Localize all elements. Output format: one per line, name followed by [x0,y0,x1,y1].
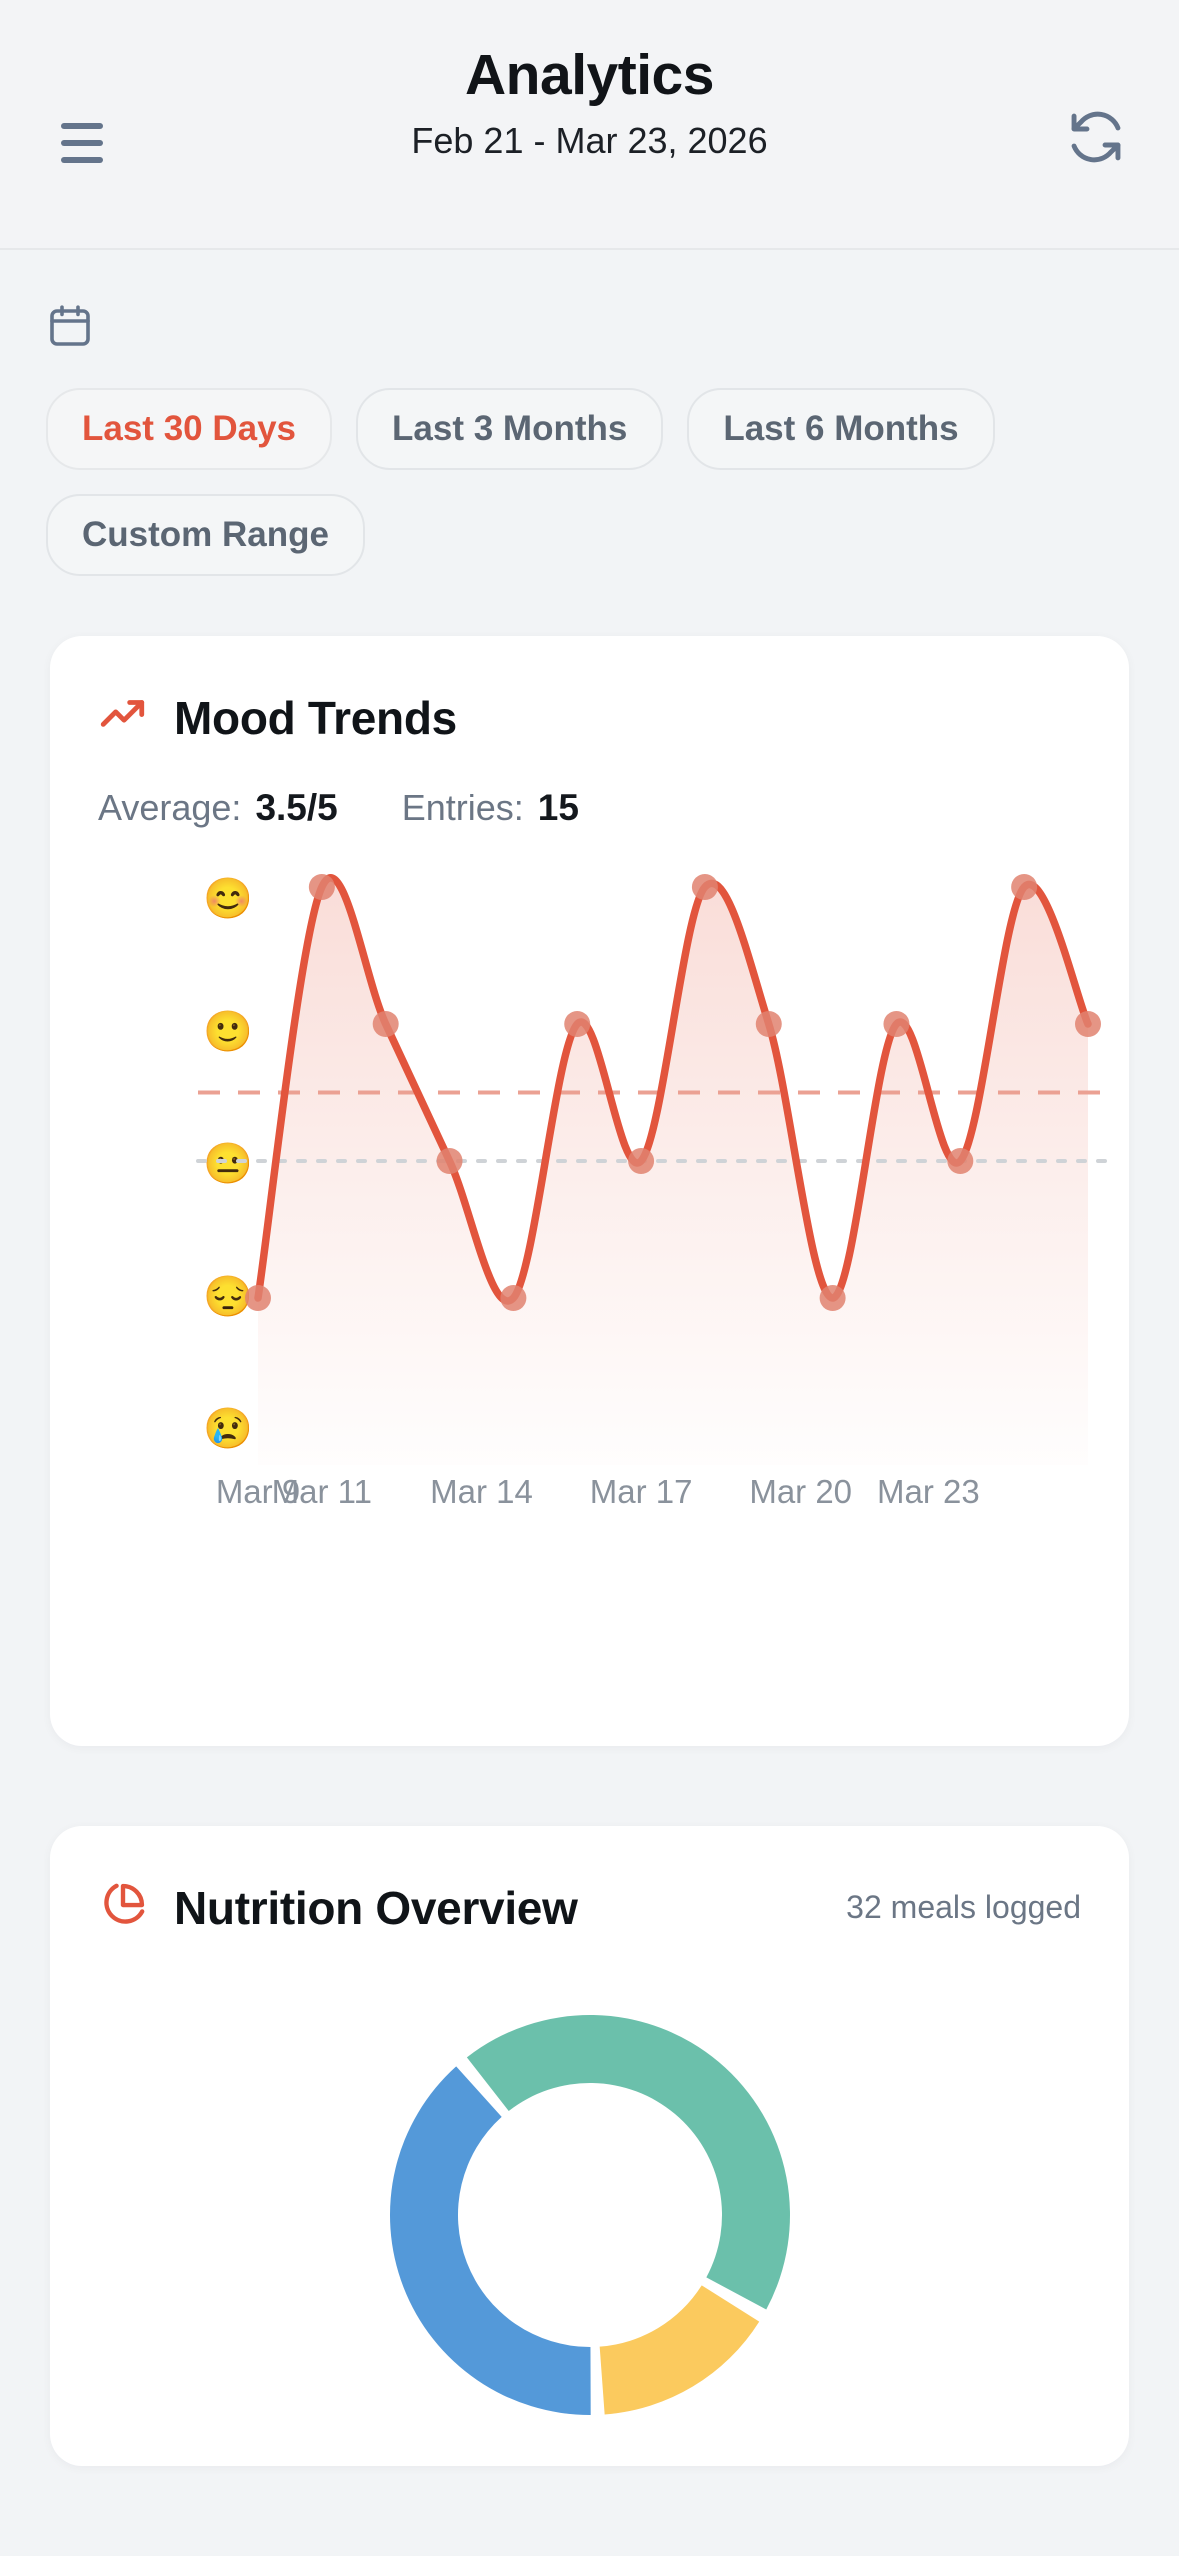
mood-data-point[interactable] [691,874,718,900]
pie-chart-icon [98,1880,148,1935]
mood-area-fill [258,877,1088,1465]
nutrition-overview-card: Nutrition Overview 32 meals logged [50,1826,1129,2466]
donut-segment[interactable] [466,2015,790,2310]
mood-card-title: Mood Trends [174,691,457,744]
meals-logged-label: 32 meals logged [846,1889,1081,1925]
entries-label: Entries: [401,787,524,828]
mood-line-chart: 😊 🙂 😐 😔 😢 [50,865,1129,1510]
x-axis-tick-label: Mar 23 [877,1473,980,1510]
donut-segment[interactable] [599,2285,759,2415]
mood-stats-row: Average: 3.5/5 Entries: 15 [50,787,1129,829]
hamburger-menu-icon[interactable] [46,107,118,179]
mood-data-point[interactable] [883,1011,910,1037]
mood-data-point[interactable] [500,1285,527,1311]
app-header: Analytics Feb 21 - Mar 23, 2026 [0,0,1179,250]
mood-data-point[interactable] [1011,874,1038,900]
trending-up-icon [98,690,148,745]
y-tick-emoji-4: 🙂 [203,1009,253,1054]
date-range-label: Feb 21 - Mar 23, 2026 [411,119,768,161]
mood-trends-card: Mood Trends Average: 3.5/5 Entries: 15 😊… [50,636,1129,1746]
x-axis-tick-label: Mar 14 [430,1473,533,1510]
menu-bar-2 [61,140,103,146]
mood-chart-svg [196,874,1108,1465]
mood-data-point[interactable] [755,1011,782,1037]
mood-data-point[interactable] [308,874,335,900]
mood-card-header: Mood Trends [50,690,1129,745]
y-tick-emoji-2: 😔 [203,1274,253,1319]
mood-data-point[interactable] [628,1148,655,1174]
menu-bar-3 [61,157,103,163]
donut-segment[interactable] [389,2066,591,2416]
mood-data-point[interactable] [245,1285,271,1311]
header-titles: Analytics Feb 21 - Mar 23, 2026 [0,43,1179,162]
x-axis-tick-label: Mar 20 [749,1473,853,1510]
y-tick-emoji-3: 😐 [203,1142,253,1186]
refresh-icon[interactable] [1059,100,1133,174]
nutrition-donut-svg [389,2015,790,2416]
mood-data-point[interactable] [947,1148,974,1174]
mood-data-points [245,874,1101,1311]
mood-y-axis-labels: 😊 🙂 😐 😔 😢 [198,879,258,1449]
mood-data-point[interactable] [1075,1011,1101,1037]
nutrition-donut-chart [50,2005,1129,2435]
chip-custom-range[interactable]: Custom Range [46,494,365,576]
menu-bar-1 [61,123,103,129]
mood-data-point[interactable] [564,1011,591,1037]
chip-last-3-months[interactable]: Last 3 Months [356,388,664,470]
x-axis-tick-label: Mar 11 [271,1473,372,1510]
entries-value: 15 [537,787,579,828]
mood-x-axis-labels: Mar 9 Mar 11 Mar 14 Mar 17 Mar 20 Mar 23 [50,1473,1129,1525]
calendar-icon[interactable] [46,302,94,350]
x-axis-tick-label: Mar 9 [215,1473,301,1510]
x-axis-tick-label: Mar 17 [589,1473,693,1510]
nutrition-card-header: Nutrition Overview 32 meals logged [50,1880,1129,1935]
average-value: 3.5/5 [255,787,338,828]
range-chip-group: Last 30 Days Last 3 Months Last 6 Months… [46,388,1133,576]
mood-data-point[interactable] [372,1011,399,1037]
chip-last-30-days[interactable]: Last 30 Days [46,388,333,470]
mood-data-point[interactable] [436,1148,463,1174]
date-filter-section: Last 30 Days Last 3 Months Last 6 Months… [0,250,1179,576]
chip-last-6-months[interactable]: Last 6 Months [687,388,995,470]
y-tick-emoji-1: 😢 [203,1407,253,1451]
page-title: Analytics [465,43,714,107]
mood-data-point[interactable] [819,1285,846,1311]
average-label: Average: [98,787,242,828]
y-tick-emoji-5: 😊 [203,877,253,921]
nutrition-card-title: Nutrition Overview [174,1881,578,1934]
